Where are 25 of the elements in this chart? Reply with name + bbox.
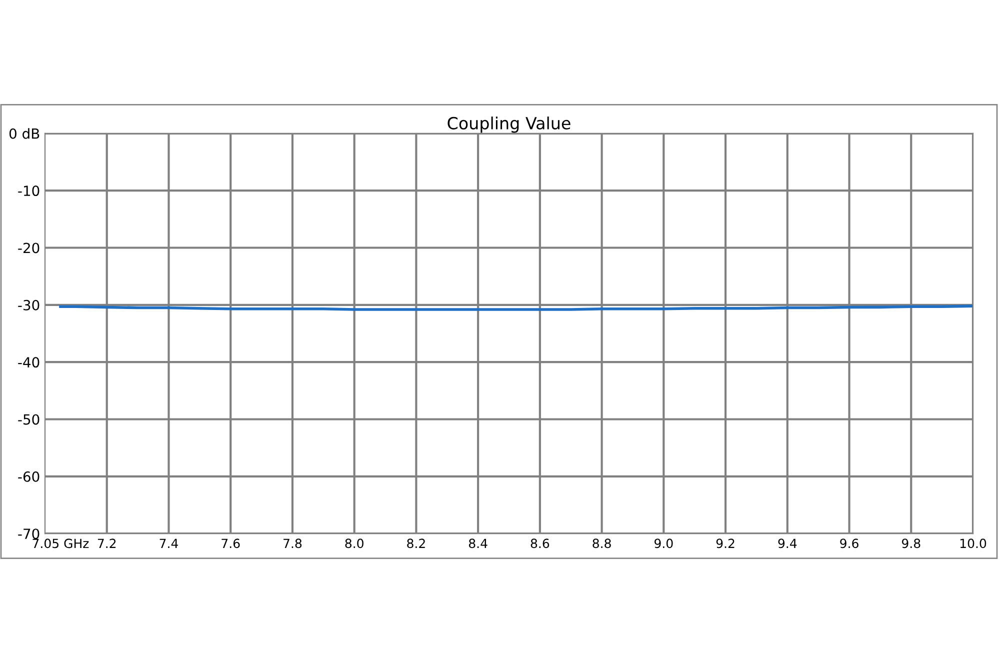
x-tick-label: 8.4 (468, 538, 488, 548)
y-tick-label: -10 (18, 186, 40, 196)
y-tick-label: -30 (18, 300, 40, 310)
x-tick-label: 9.0 (654, 538, 673, 548)
x-tick-label: 9.4 (778, 538, 797, 548)
x-tick-label: 9.8 (902, 538, 920, 548)
x-tick-label: 8.0 (345, 538, 364, 548)
y-tick-label: 0 dB (9, 128, 40, 139)
y-tick-label: -40 (18, 357, 40, 368)
x-tick-label: 7.4 (160, 538, 178, 548)
x-tick-label: 9.2 (716, 538, 734, 548)
x-tick-label: 7.6 (222, 538, 240, 548)
x-tick-label: 7.2 (98, 538, 116, 548)
x-tick-label: 8.2 (407, 538, 425, 548)
y-tick-label: -50 (18, 414, 40, 425)
chart-title: Coupling Value (448, 116, 570, 133)
y-tick-label: -20 (18, 242, 40, 254)
y-tick-label: -70 (18, 528, 40, 540)
x-tick-label: 7.05 GHz (32, 538, 89, 548)
y-tick-label: -60 (18, 471, 40, 482)
x-tick-label: 7.8 (284, 538, 302, 548)
x-tick-label: 8.8 (592, 538, 611, 548)
x-tick-label: 10.0 (960, 538, 986, 548)
x-tick-label: 9.6 (840, 538, 858, 548)
x-tick-label: 8.6 (530, 538, 550, 548)
